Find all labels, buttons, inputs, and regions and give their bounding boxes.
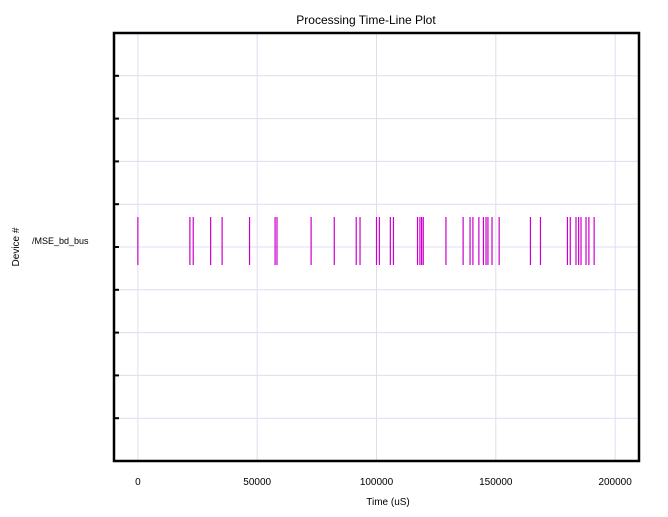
x-tick-label: 200000 bbox=[598, 477, 632, 488]
x-tick-label: 100000 bbox=[360, 477, 394, 488]
x-tick-labels: 0 50000 100000 150000 200000 bbox=[135, 477, 632, 488]
y-axis-label: Device # bbox=[11, 227, 22, 266]
grid-lines bbox=[114, 33, 639, 461]
series-label: /MSE_bd_bus bbox=[32, 236, 89, 246]
x-tick-label: 150000 bbox=[479, 477, 513, 488]
event-marks bbox=[137, 217, 595, 265]
x-tick-label: 50000 bbox=[243, 477, 271, 488]
chart-title: Processing Time-Line Plot bbox=[296, 13, 436, 27]
x-axis-label: Time (uS) bbox=[366, 497, 410, 508]
plot-frame bbox=[112, 31, 641, 463]
x-tick-label: 0 bbox=[135, 477, 141, 488]
